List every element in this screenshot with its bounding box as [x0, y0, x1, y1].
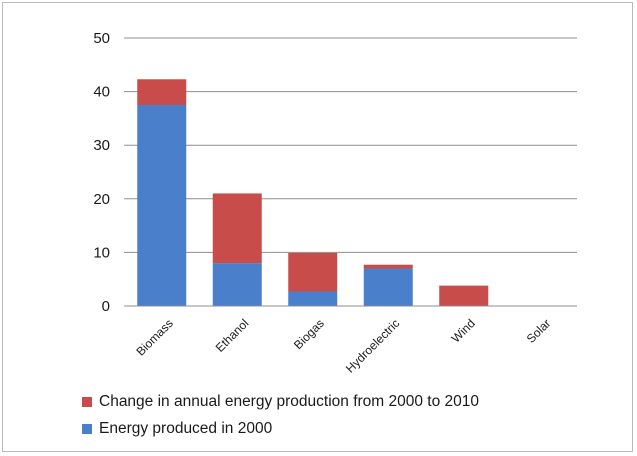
bar-hydroelectric-2000	[363, 268, 413, 306]
bar-ethanol-2000	[212, 263, 262, 306]
grid-lines	[124, 37, 577, 253]
x-tick-label-wind: Wind	[449, 316, 478, 345]
legend-item-2000: Energy produced in 2000	[82, 420, 272, 438]
y-tick-label: 30	[93, 137, 110, 154]
bar-wind-change	[439, 285, 489, 306]
bar-biogas-2000	[288, 291, 338, 306]
legend-label-2000: Energy produced in 2000	[99, 420, 273, 437]
y-tick-label: 20	[93, 191, 110, 208]
bar-ethanol-change	[212, 193, 262, 264]
chart-frame	[2, 2, 633, 452]
x-tick-label-hydroelectric: Hydroelectric	[343, 316, 402, 375]
y-tick-label: 10	[93, 244, 110, 261]
x-tick-label-solar: Solar	[524, 316, 554, 346]
bar-biomass-2000	[137, 105, 187, 306]
y-tick-label: 40	[93, 84, 110, 101]
bar-hydroelectric-change	[363, 264, 413, 269]
x-tick-label-biomass: Biomass	[133, 316, 175, 358]
legend-label-change: Change in annual energy production from …	[99, 393, 480, 410]
bar-biogas-change	[288, 252, 338, 292]
legend-swatch-change	[82, 397, 92, 407]
x-tick-label-biogas: Biogas	[291, 316, 327, 352]
legend-swatch-2000	[82, 424, 92, 434]
x-axis-labels: Biomass Ethanol Biogas Hydroelectric Wind Sol…	[133, 316, 553, 375]
y-tick-label: 0	[102, 298, 110, 315]
legend-item-change: Change in annual energy production from …	[82, 393, 479, 411]
bars	[137, 79, 489, 306]
x-tick-label-ethanol: Ethanol	[213, 316, 252, 355]
y-axis-ticks: 0 10 20 30 40 50	[93, 30, 110, 315]
y-tick-label: 50	[93, 30, 110, 47]
bar-biomass-change	[137, 79, 187, 105]
